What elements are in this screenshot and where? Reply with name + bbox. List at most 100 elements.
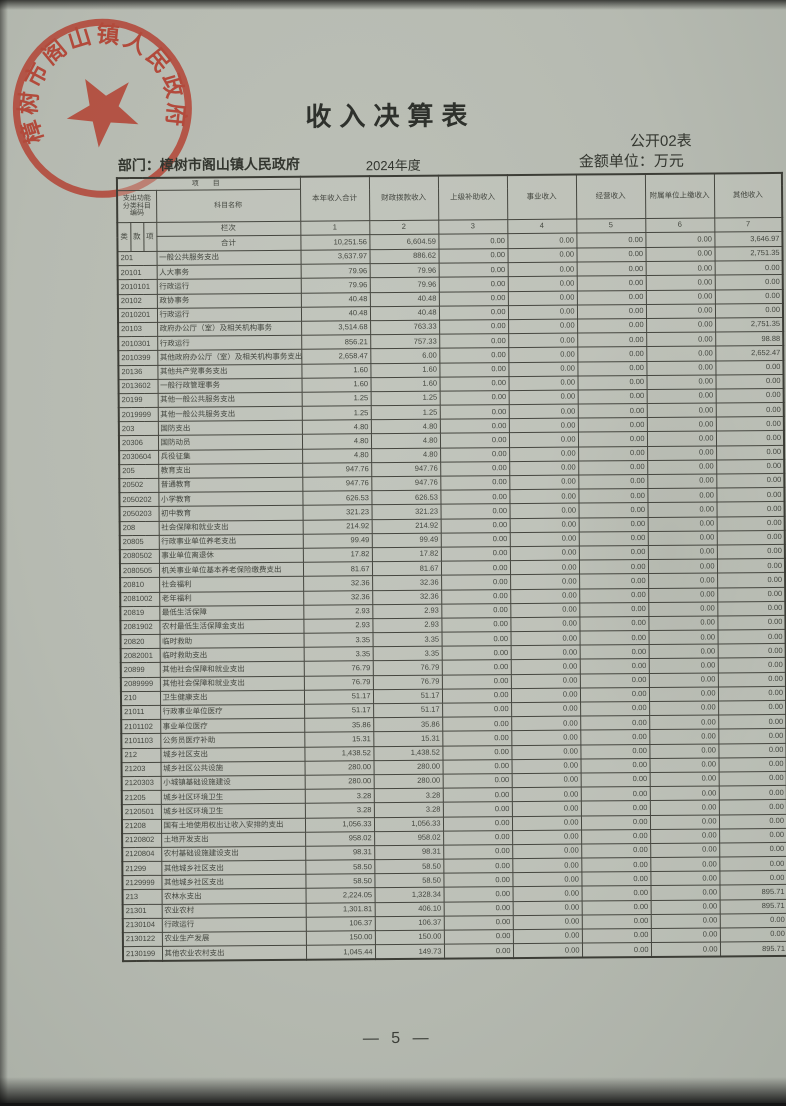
row-value: 0.00 — [578, 545, 648, 561]
row-value: 0.00 — [442, 745, 512, 760]
total-value: 10,251.56 — [300, 234, 370, 251]
row-value: 0.00 — [507, 248, 577, 263]
row-value: 4.80 — [370, 433, 441, 449]
row-code: 2010101 — [117, 279, 157, 295]
row-value: 1,438.52 — [304, 746, 374, 761]
row-value: 0.00 — [439, 319, 509, 335]
row-value: 79.96 — [369, 263, 439, 279]
row-code: 2080502 — [119, 549, 159, 564]
row-value: 58.50 — [374, 873, 444, 889]
row-code: 213 — [122, 889, 162, 905]
row-code: 2129999 — [122, 875, 162, 891]
row-value: 0.00 — [717, 615, 786, 631]
row-value: 76.79 — [303, 661, 373, 676]
row-code: 20820 — [120, 634, 160, 649]
row-value: 0.00 — [648, 644, 718, 659]
row-code: 2101102 — [121, 719, 161, 735]
row-value: 895.71 — [719, 941, 786, 957]
row-value: 0.00 — [577, 417, 647, 433]
row-value: 958.02 — [374, 830, 444, 846]
row-value: 0.00 — [718, 785, 786, 801]
row-value: 150.00 — [374, 930, 444, 945]
row-value: 0.00 — [718, 714, 786, 730]
row-value: 280.00 — [373, 759, 443, 775]
row-value: 0.00 — [443, 929, 513, 945]
row-value: 0.00 — [577, 403, 647, 419]
row-code: 21203 — [121, 762, 161, 777]
row-value: 2.93 — [372, 618, 442, 633]
row-value: 0.00 — [715, 359, 784, 375]
row-value: 0.00 — [512, 914, 582, 930]
row-subject-name: 公务员医疗补助 — [160, 732, 305, 748]
row-subject-name: 其他社会保障和就业支出 — [159, 675, 304, 692]
row-value: 0.00 — [441, 674, 511, 689]
row-value: 32.36 — [372, 589, 442, 605]
row-value: 947.76 — [371, 461, 441, 477]
row-value: 2,751.35 — [714, 246, 783, 262]
row-code: 2089999 — [120, 676, 160, 692]
amount-col-header-1: 本年收入合计 — [299, 176, 370, 222]
row-value: 40.48 — [369, 291, 439, 307]
row-code: 2030604 — [119, 449, 159, 465]
row-value: 0.00 — [439, 347, 509, 363]
row-code: 2120802 — [122, 833, 162, 848]
row-value: 0.00 — [718, 728, 786, 744]
row-value: 35.86 — [304, 717, 374, 733]
row-value: 0.00 — [650, 942, 721, 958]
row-value: 15.31 — [373, 731, 443, 747]
row-value: 3,637.97 — [300, 249, 370, 265]
row-value: 79.96 — [300, 263, 370, 279]
row-value: 0.00 — [512, 872, 582, 888]
row-value: 0.00 — [507, 304, 578, 320]
row-subject-name: 其他政府办公厅（室）及相关机构事务支出 — [157, 349, 302, 365]
row-value: 0.00 — [438, 305, 509, 321]
row-value: 0.00 — [716, 445, 785, 460]
row-value: 0.00 — [510, 645, 580, 661]
row-value: 947.76 — [302, 462, 372, 478]
page-number: — 5 — — [362, 1029, 433, 1048]
row-value: 0.00 — [509, 560, 580, 575]
row-value: 0.00 — [719, 856, 786, 872]
row-value: 0.00 — [440, 532, 510, 548]
row-value: 0.00 — [441, 617, 511, 633]
row-value: 0.00 — [512, 858, 582, 873]
row-value: 3.35 — [372, 646, 442, 662]
row-value: 3,514.68 — [301, 320, 371, 336]
row-value: 0.00 — [509, 446, 579, 462]
row-value: 0.00 — [646, 431, 717, 447]
row-code: 2101103 — [121, 733, 161, 749]
row-value: 0.00 — [647, 516, 717, 532]
row-value: 0.00 — [580, 786, 650, 802]
row-value: 0.00 — [580, 744, 650, 759]
row-value: 958.02 — [305, 831, 375, 847]
row-value: 0.00 — [648, 672, 718, 688]
row-code: 2010399 — [118, 350, 158, 366]
row-value: 0.00 — [443, 901, 513, 916]
row-value: 3.28 — [373, 802, 443, 818]
row-value: 0.00 — [581, 829, 651, 844]
row-subject-name: 小学教育 — [158, 491, 303, 507]
row-code: 21011 — [121, 705, 161, 720]
row-value: 0.00 — [578, 446, 648, 461]
row-value: 0.00 — [443, 844, 513, 860]
row-code: 2081002 — [120, 591, 160, 607]
row-value: 0.00 — [439, 404, 509, 420]
row-value: 0.00 — [649, 771, 719, 787]
row-value: 0.00 — [579, 602, 649, 617]
row-value: 757.33 — [370, 334, 440, 349]
row-subject-name: 土地开发支出 — [161, 831, 306, 848]
row-value: 0.00 — [718, 799, 786, 815]
row-value: 0.00 — [440, 518, 510, 533]
row-subject-name: 初中教育 — [158, 505, 303, 521]
row-value: 0.00 — [577, 431, 648, 447]
row-value: 0.00 — [648, 601, 718, 617]
row-value: 0.00 — [578, 559, 649, 575]
amount-col-header-2: 财政拨款收入 — [368, 175, 439, 221]
row-value: 2.93 — [303, 604, 373, 620]
amount-col-header-4: 事业收入 — [506, 174, 577, 220]
row-value: 0.00 — [441, 589, 511, 604]
row-subject-name: 其他社会保障和就业支出 — [159, 661, 304, 677]
row-value: 0.00 — [578, 488, 648, 504]
row-value: 0.00 — [647, 488, 717, 503]
row-value: 0.00 — [577, 332, 647, 348]
